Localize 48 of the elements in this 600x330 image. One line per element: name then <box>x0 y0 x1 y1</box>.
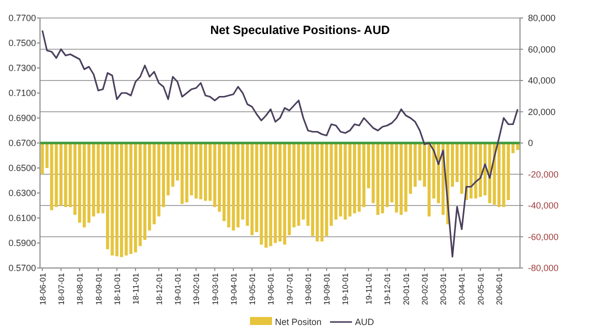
x-tick-label: 20-02-01 <box>420 272 430 306</box>
x-tick-label: 19-03-01 <box>210 272 220 306</box>
y2-tick-label: 60,000 <box>528 44 556 54</box>
x-tick-label: 18-06-01 <box>38 272 48 306</box>
y-tick-label: 0.6300 <box>8 188 36 198</box>
x-tick-label: 20-05-01 <box>476 272 486 306</box>
y-tick-label: 0.5700 <box>8 263 36 274</box>
x-tick-label: 19-09-01 <box>322 272 332 306</box>
x-tick-label: 20-01-01 <box>402 272 411 306</box>
x-tick-label: 19-12-01 <box>383 272 392 306</box>
y2-tick-label: -80,000 <box>528 263 559 274</box>
x-tick-label: 19-08-01 <box>304 272 313 306</box>
x-tick-label: 20-06-01 <box>495 272 504 306</box>
text: Net Speculative Positions- AUD <box>210 23 390 37</box>
x-tick-label: 20-04-01 <box>458 272 467 306</box>
x-tick-label: 18-09-01 <box>94 272 104 306</box>
x-tick-label: 19-07-01 <box>285 272 294 306</box>
y2-tick-label: 40,000 <box>528 76 556 86</box>
x-tick-label: 18-11-01 <box>132 272 141 304</box>
y2-tick-label: 80,000 <box>528 13 556 24</box>
x-tick-label: 19-06-01 <box>266 272 276 306</box>
y2-tick-label: 0 <box>528 138 534 148</box>
y-tick-label: 0.5900 <box>8 238 36 248</box>
y-tick-label: 0.7100 <box>8 88 36 98</box>
x-tick-label: 20-03-01 <box>439 272 448 306</box>
x-tick-label: 19-05-01 <box>248 272 258 306</box>
y2-tick-label: -20,000 <box>528 169 559 180</box>
x-tick-label: 19-04-01 <box>229 272 238 306</box>
y-tick-label: 0.7700 <box>8 13 36 24</box>
y2-tick-label: -60,000 <box>528 232 559 242</box>
legend-label: AUD <box>355 317 374 328</box>
legend-label: Net Positon <box>275 317 322 328</box>
x-tick-label: 19-02-01 <box>192 272 202 306</box>
x-tick-label: 18-10-01 <box>112 272 122 306</box>
x-tick-label: 19-01-01 <box>173 272 182 306</box>
y2-tick-label: 20,000 <box>528 106 556 117</box>
y-tick-label: 0.6500 <box>8 163 36 174</box>
y-tick-label: 0.7300 <box>8 63 36 74</box>
x-tick-label: 18-12-01 <box>154 272 164 306</box>
x-tick-label: 18-07-01 <box>56 272 66 306</box>
y-tick-label: 0.7500 <box>8 38 36 48</box>
x-tick-label: 18-08-01 <box>76 272 85 306</box>
y2-tick-label: -40,000 <box>528 200 559 211</box>
x-tick-label: 19-10-01 <box>341 272 350 306</box>
y-tick-label: 0.6700 <box>8 138 36 148</box>
x-tick-label: 19-11-01 <box>364 272 374 304</box>
y-tick-label: 0.6100 <box>8 213 36 224</box>
y-tick-label: 0.6900 <box>8 113 36 124</box>
